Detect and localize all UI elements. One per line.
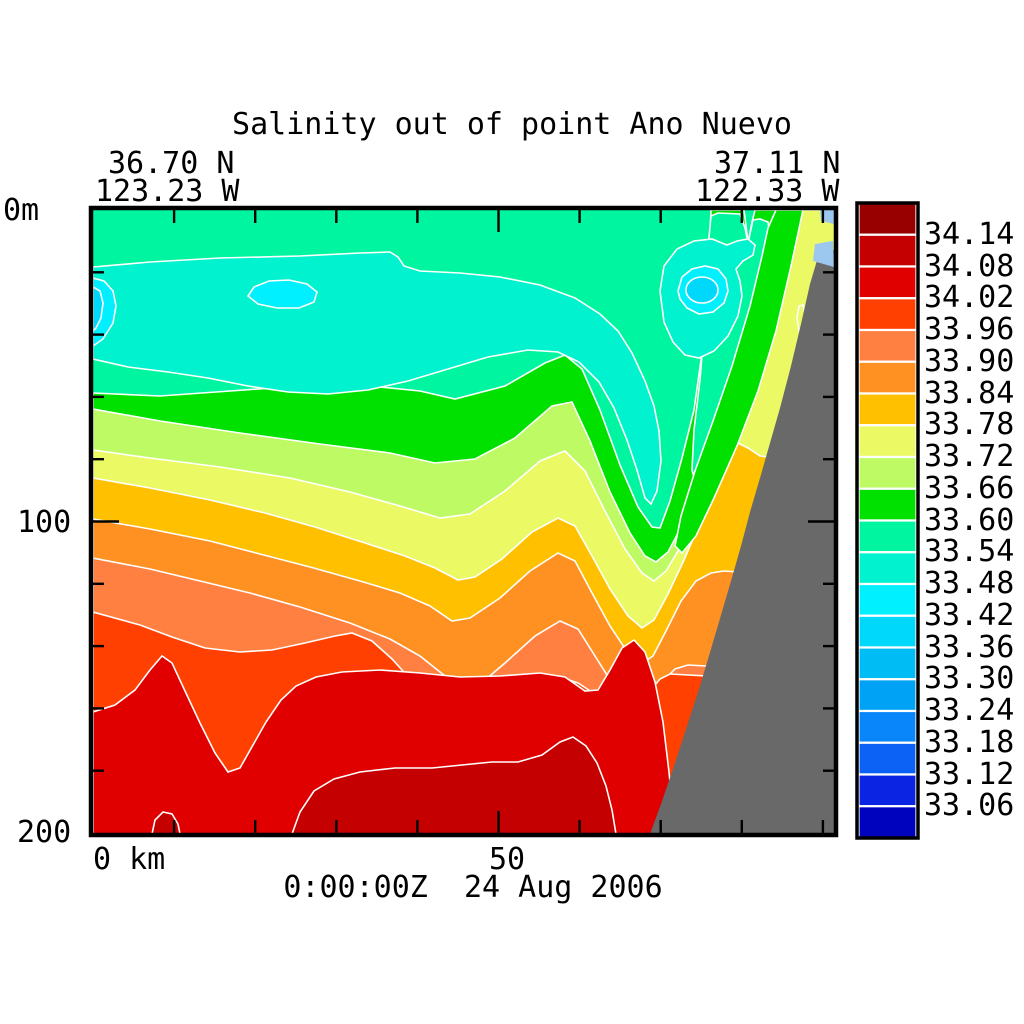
left-endpoint-latitude: 36.70 N bbox=[108, 146, 235, 181]
colorbar-band bbox=[857, 233, 918, 268]
colorbar-label: 33.42 bbox=[924, 597, 1015, 633]
colorbar-label: 34.02 bbox=[924, 280, 1015, 316]
colorbar-band bbox=[857, 646, 918, 681]
colorbar-band bbox=[857, 328, 918, 363]
right-endpoint-latitude: 37.11 N bbox=[714, 146, 841, 181]
colorbar-frame bbox=[855, 201, 920, 840]
colorbar bbox=[857, 201, 918, 840]
colorbar-band bbox=[857, 741, 918, 776]
colorbar-band bbox=[857, 487, 918, 522]
colorbar-label: 33.24 bbox=[924, 693, 1015, 728]
colorbar-band bbox=[857, 709, 918, 744]
colorbar-band bbox=[857, 773, 918, 808]
colorbar-label: 34.08 bbox=[924, 248, 1015, 284]
colorbar-label: 33.54 bbox=[924, 534, 1015, 570]
right-endpoint-longitude: 122.33 W bbox=[695, 174, 840, 209]
y-axis-label-0m: 0m bbox=[3, 193, 40, 228]
contour-bands bbox=[93, 210, 834, 834]
x-axis-label-50: 50 bbox=[489, 842, 526, 877]
colorbar-band bbox=[857, 392, 918, 427]
salinity-minimum-band bbox=[93, 251, 662, 506]
band-34.08 bbox=[291, 736, 617, 834]
colorbar-band bbox=[857, 455, 918, 490]
seafloor-mask bbox=[650, 250, 834, 834]
colorbar-label: 33.90 bbox=[924, 343, 1015, 379]
colorbar-band bbox=[857, 551, 918, 586]
colorbar-label: 33.78 bbox=[924, 407, 1015, 443]
colorbar-band bbox=[857, 805, 918, 840]
green-belt bbox=[674, 210, 804, 555]
colorbar-label: 33.30 bbox=[924, 661, 1015, 697]
colorbar-band bbox=[857, 614, 918, 649]
y-axis-label-100: 100 bbox=[17, 505, 72, 540]
cyan-patch-left-core bbox=[93, 286, 104, 333]
colorbar-label: 33.84 bbox=[924, 375, 1015, 411]
colorbar-label: 33.96 bbox=[924, 312, 1015, 347]
colorbar-band bbox=[857, 582, 918, 617]
colorbar-label: 33.06 bbox=[924, 788, 1015, 824]
colorbar-label: 33.60 bbox=[924, 502, 1015, 538]
axis-ticks bbox=[93, 210, 834, 833]
colorbar-label: 34.14 bbox=[924, 216, 1015, 252]
colorbar-band bbox=[857, 519, 918, 554]
eddy-core-33.36-33.42 bbox=[685, 276, 719, 304]
colorbar-band bbox=[857, 678, 918, 713]
plot-frame bbox=[88, 205, 839, 838]
colorbar-label: 33.72 bbox=[924, 439, 1015, 474]
x-axis-label-0km: 0 km bbox=[93, 842, 166, 877]
chart-title: Salinity out of point Ano Nuevo bbox=[232, 107, 792, 142]
colorbar-band bbox=[857, 424, 918, 459]
cyan-blob-center bbox=[246, 279, 318, 309]
colorbar-band bbox=[857, 201, 918, 236]
colorbar-label: 33.48 bbox=[924, 566, 1015, 601]
colorbar-band bbox=[857, 360, 918, 395]
shelf-pale-blue-sliver2 bbox=[813, 241, 834, 267]
colorbar-label: 33.66 bbox=[924, 470, 1015, 506]
colorbar-label: 33.18 bbox=[924, 724, 1015, 760]
colorbar-band bbox=[857, 265, 918, 300]
left-endpoint-longitude: 123.23 W bbox=[95, 174, 240, 209]
timestamp-label: 0:00:00Z 24 Aug 2006 bbox=[283, 870, 663, 905]
colorbar-band bbox=[857, 297, 918, 332]
colorbar-label: 33.36 bbox=[924, 629, 1015, 665]
colorbar-label: 33.12 bbox=[924, 756, 1015, 792]
y-axis-label-200: 200 bbox=[17, 815, 72, 850]
